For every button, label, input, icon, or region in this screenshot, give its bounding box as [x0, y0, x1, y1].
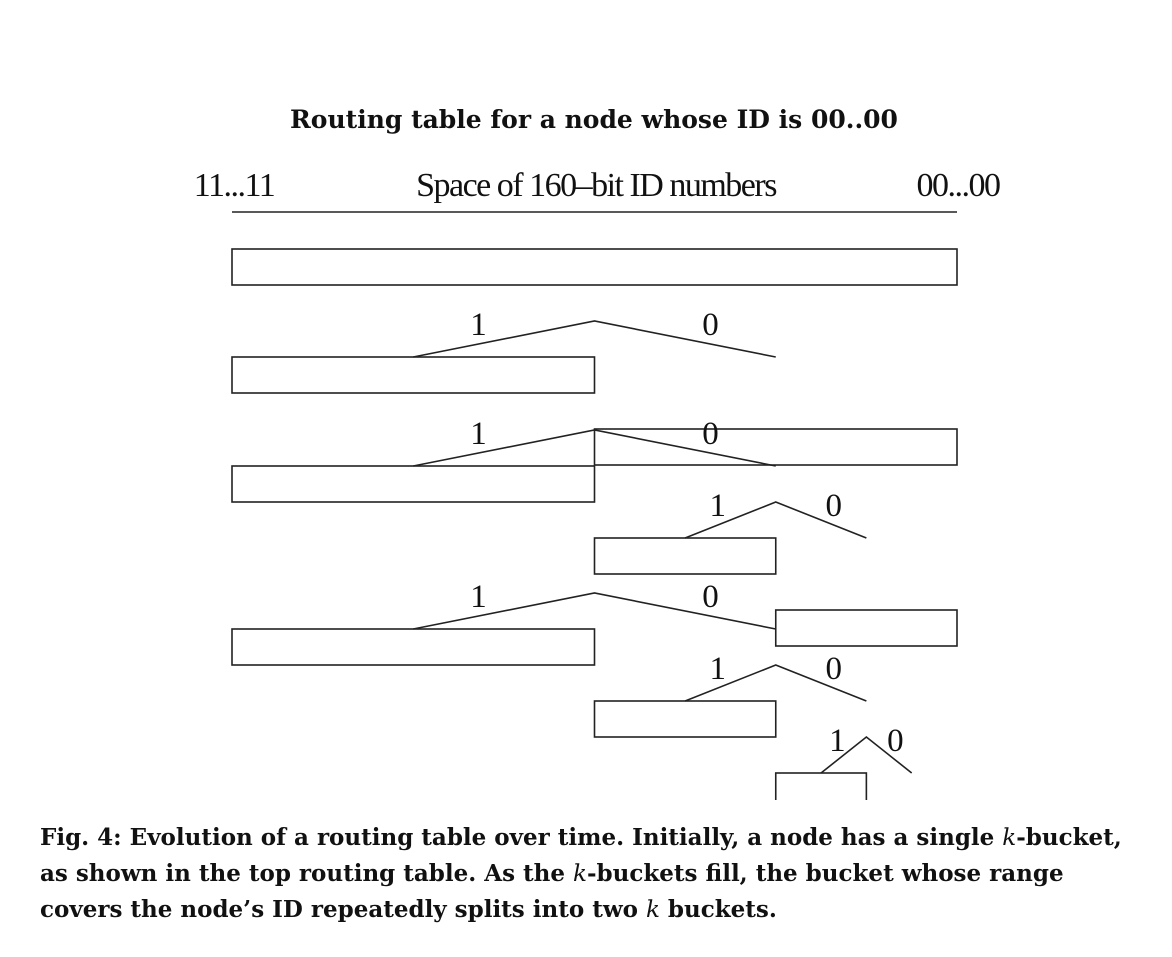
- caption-part-2: -bucket, as shown in the top routing tab…: [40, 824, 1122, 887]
- k-bucket-stage-2-2: [593, 428, 958, 466]
- branch-label-zero: 0: [702, 579, 719, 615]
- branch-label-one: 1: [829, 723, 846, 759]
- k-bucket-stage-1-1: [231, 248, 958, 286]
- caption-k-symbol: k: [573, 861, 587, 887]
- caption-prefix: Fig. 4: Evolution of a routing table ove…: [40, 824, 1003, 851]
- branch-label-one: 1: [470, 579, 487, 615]
- branch-label-zero: 0: [702, 307, 719, 343]
- routing-table-diagram: Routing table for a node whose ID is 00.…: [194, 105, 1002, 800]
- caption-k-symbol: k: [645, 897, 660, 923]
- split-branch-stage-3-1: [413, 429, 776, 467]
- split-branch-stage-3-2: [684, 501, 867, 539]
- k-bucket-stage-4-3: [774, 772, 868, 800]
- caption-k-symbol: k: [1002, 825, 1017, 851]
- diagram-title: Routing table for a node whose ID is 00.…: [290, 105, 898, 134]
- branch-label-zero: 0: [702, 416, 719, 452]
- branch-label-zero: 0: [826, 651, 843, 687]
- axis-left-label: 11...11: [194, 167, 274, 204]
- k-bucket-stage-4-1: [231, 628, 596, 666]
- axis-center-label: Space of 160–bit ID numbers: [416, 167, 776, 204]
- branch-label-zero: 0: [887, 723, 904, 759]
- axis-right-label: 00...00: [917, 167, 1001, 204]
- figure-caption: Fig. 4: Evolution of a routing table ove…: [40, 820, 1150, 928]
- caption-part-4: buckets.: [659, 896, 777, 923]
- k-bucket-stage-2-1: [231, 356, 596, 394]
- branch-label-one: 1: [470, 307, 487, 343]
- branch-label-one: 1: [710, 651, 727, 687]
- split-branch-stage-4-1: [413, 592, 776, 630]
- k-bucket-stage-3-1: [231, 465, 596, 503]
- k-bucket-stage-3-2: [593, 537, 777, 575]
- k-bucket-stage-4-2: [593, 700, 777, 738]
- branch-label-one: 1: [710, 488, 727, 524]
- branch-label-zero: 0: [826, 488, 843, 524]
- branch-label-one: 1: [470, 416, 487, 452]
- caption-part-3: -buckets fill, the bucket whose range co…: [40, 860, 1064, 923]
- split-branch-stage-2-1: [413, 320, 776, 358]
- split-branch-stage-4-2: [684, 664, 867, 702]
- routing-table-stages: 1 0 1 0 1 0 1 0 1 0 1 0: [231, 248, 958, 800]
- split-branch-stage-4-3: [820, 735, 913, 774]
- k-bucket-stage-3-3: [774, 609, 958, 647]
